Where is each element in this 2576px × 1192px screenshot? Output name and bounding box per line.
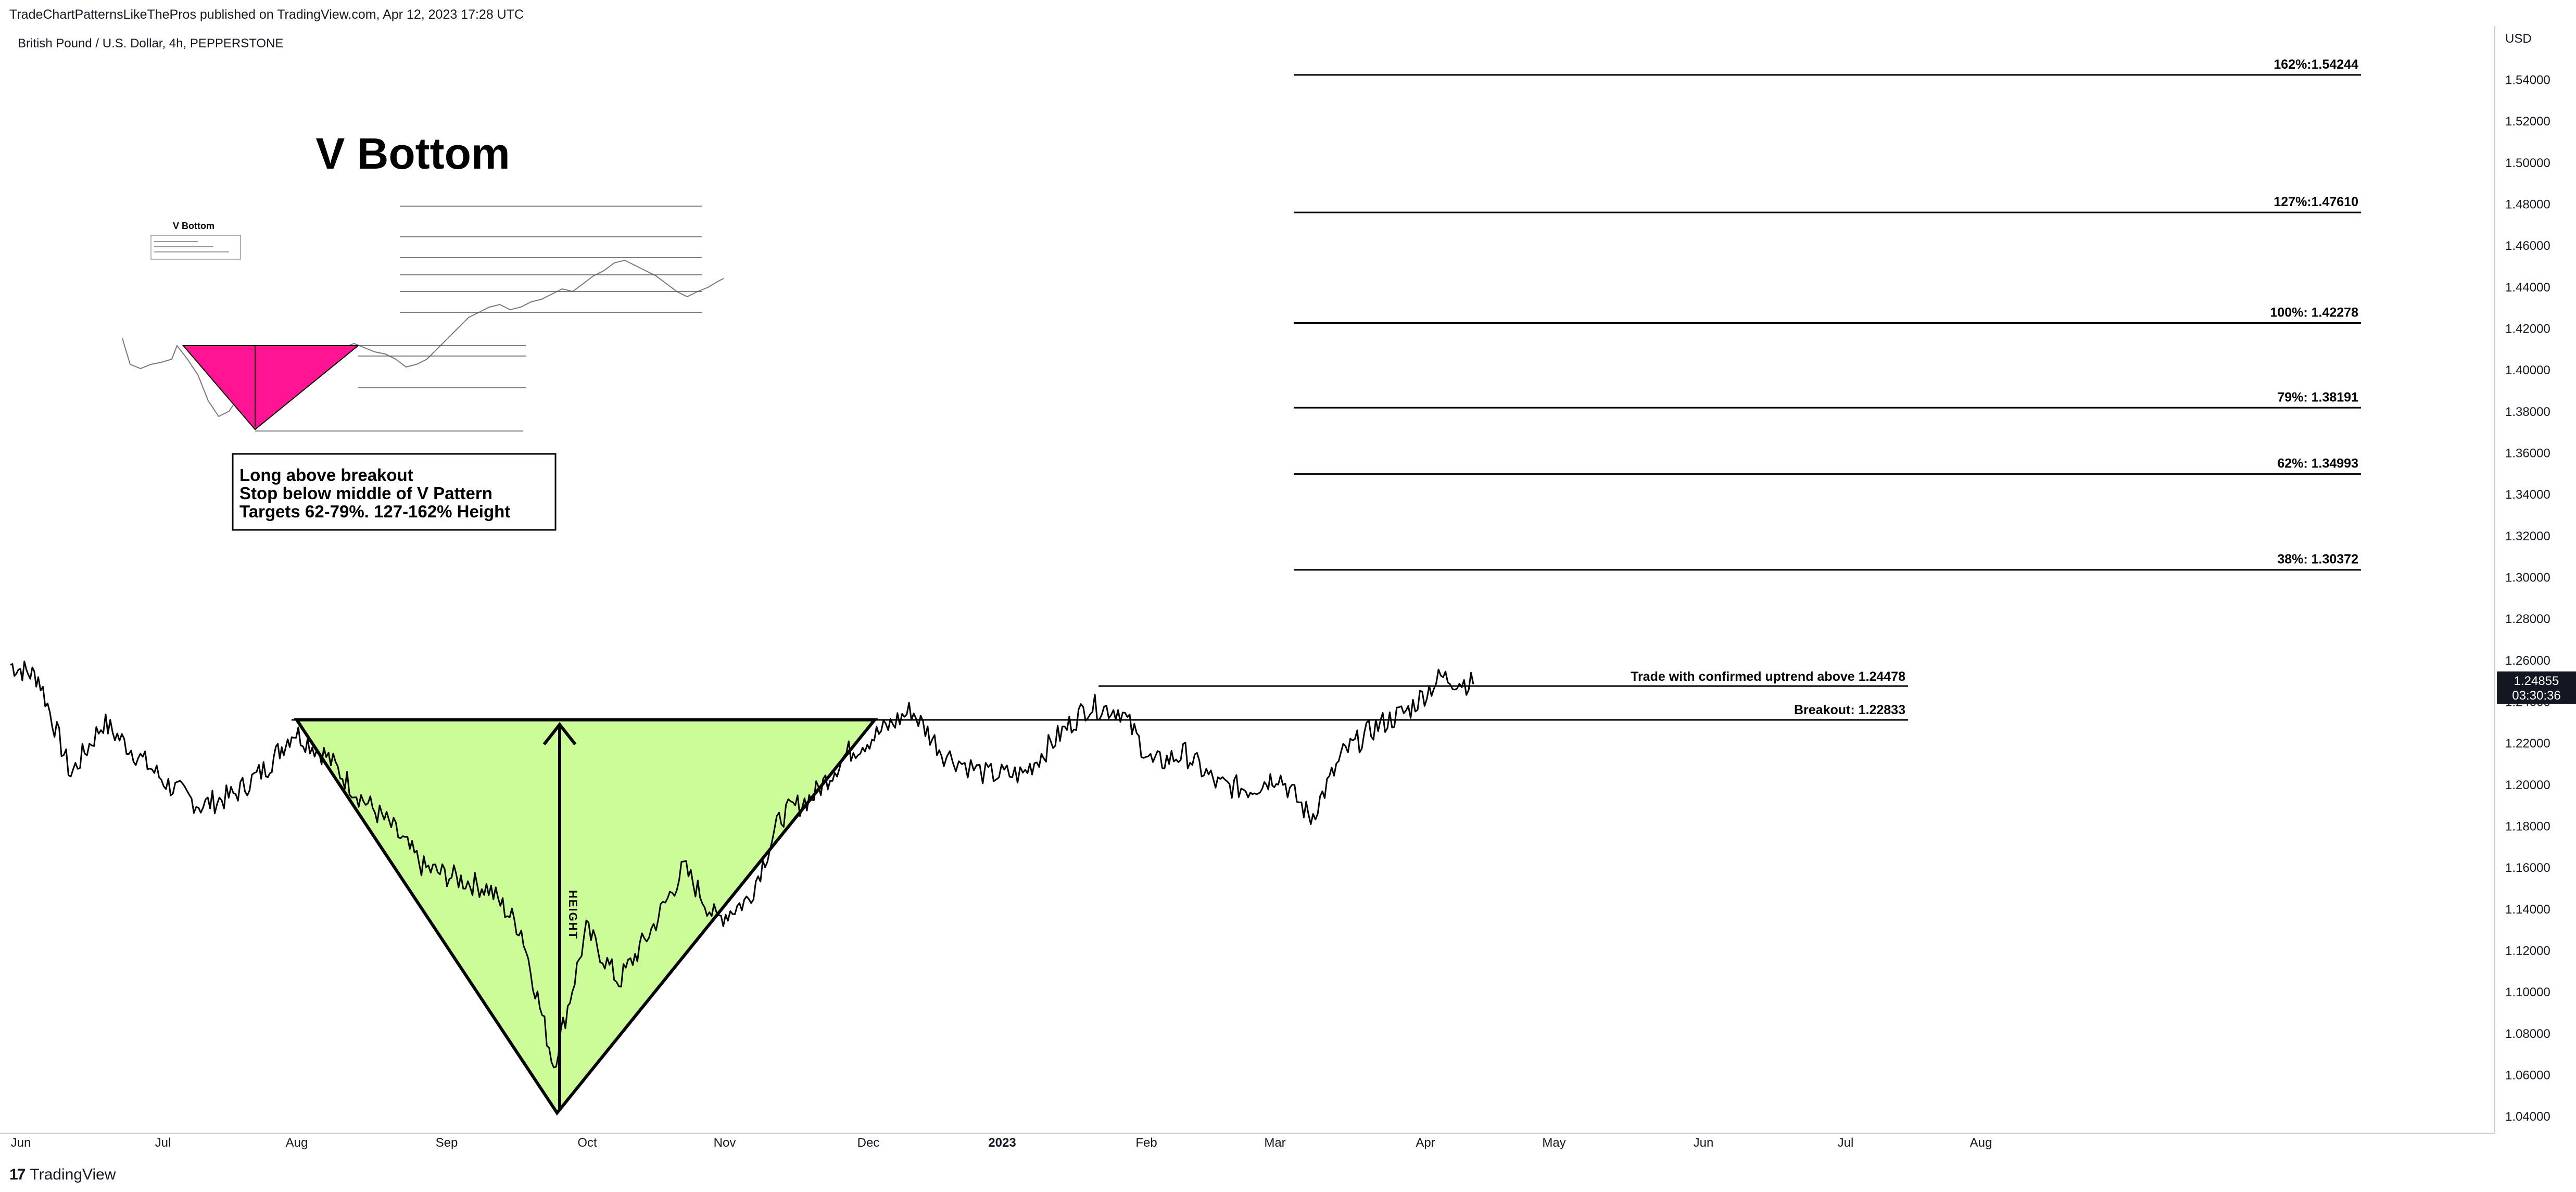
height-label: HEIGHT: [566, 890, 579, 940]
tradingview-brand: TradingView: [30, 1166, 116, 1183]
y-tick-label: 1.44000: [2505, 281, 2550, 295]
inset-price-line: [122, 259, 724, 417]
y-tick-label: 1.48000: [2505, 198, 2550, 212]
x-tick-label: Oct: [577, 1136, 597, 1150]
x-tick-label: Nov: [714, 1136, 736, 1150]
inset-title: V Bottom: [173, 221, 214, 231]
tradingview-logo-icon: 17: [9, 1166, 26, 1183]
y-tick-label: 1.46000: [2505, 239, 2550, 253]
last-price-countdown: 03:30:36: [2512, 689, 2560, 703]
x-tick-label: Jul: [1838, 1136, 1854, 1150]
time-axis[interactable]: Jun Jul Aug Sep Oct Nov Dec 2023 Feb Mar Apr May Jun…: [11, 1136, 1992, 1150]
note-line-1: Long above breakout: [239, 465, 413, 485]
height-arrowhead: [542, 722, 577, 745]
x-tick-label: Feb: [1135, 1136, 1157, 1150]
note-box: [232, 453, 557, 531]
uptrend-label: Trade with confirmed uptrend above 1.244…: [1631, 669, 1905, 684]
y-tick-label: 1.54000: [2505, 73, 2550, 87]
y-tick-label: 1.50000: [2505, 156, 2550, 170]
trade-plan-note: Long above breakout Stop below middle of…: [232, 453, 557, 531]
x-tick-label: Jul: [155, 1136, 171, 1150]
y-tick-label: 1.36000: [2505, 447, 2550, 461]
x-tick-label: Apr: [1416, 1136, 1435, 1150]
y-tick-label: 1.14000: [2505, 903, 2550, 917]
inset-triangle: [182, 345, 360, 430]
x-tick-label: Dec: [857, 1136, 880, 1150]
price-series: [10, 661, 1474, 1069]
y-tick-label: 1.22000: [2505, 737, 2550, 751]
price-line: [10, 661, 1474, 1069]
y-tick-label: 1.30000: [2505, 571, 2550, 585]
y-tick-label: 1.52000: [2505, 115, 2550, 129]
target-level-label: 62%: 1.34993: [2277, 456, 2358, 471]
y-tick-label: 1.18000: [2505, 819, 2550, 833]
x-tick-label: Jun: [1694, 1136, 1714, 1150]
y-tick-label: 1.06000: [2505, 1068, 2550, 1082]
target-level-label: 127%:1.47610: [2274, 195, 2358, 209]
v-pattern-triangle: [294, 718, 878, 1116]
x-tick-label: Mar: [1264, 1136, 1285, 1150]
last-price-value: 1.24855: [2514, 674, 2559, 688]
x-tick-label: 2023: [988, 1136, 1016, 1150]
target-level-label: 162%:1.54244: [2274, 57, 2358, 72]
x-tick-label: Jun: [11, 1136, 31, 1150]
y-tick-label: 1.40000: [2505, 363, 2550, 377]
y-tick-label: 1.32000: [2505, 529, 2550, 543]
x-tick-label: May: [1542, 1136, 1565, 1150]
note-line-2: Stop below middle of V Pattern: [239, 484, 493, 503]
symbol-title: British Pound / U.S. Dollar, 4h, PEPPERS…: [18, 36, 284, 50]
y-tick-label: 1.12000: [2505, 944, 2550, 958]
currency-label: USD: [2505, 32, 2532, 46]
target-level-label: 100%: 1.42278: [2270, 305, 2358, 320]
y-tick-label: 1.16000: [2505, 861, 2550, 875]
y-tick-label: 1.28000: [2505, 612, 2550, 626]
publish-info: TradeChartPatternsLikeThePros published …: [9, 7, 524, 22]
y-tick-label: 1.04000: [2505, 1110, 2550, 1124]
y-tick-label: 1.08000: [2505, 1027, 2550, 1041]
target-level-label: 38%: 1.30372: [2277, 552, 2358, 567]
inset-illustration: V Bottom: [122, 206, 724, 432]
chart-title: V Bottom: [315, 129, 510, 178]
price-axis[interactable]: 1.54000 1.52000 1.50000 1.48000 1.46000 1.440…: [2505, 73, 2550, 1124]
note-line-3: Targets 62-79%. 127-162% Height: [239, 502, 510, 521]
y-tick-label: 1.34000: [2505, 488, 2550, 502]
x-tick-label: Sep: [436, 1136, 458, 1150]
y-tick-label: 1.26000: [2505, 654, 2550, 668]
x-tick-label: Aug: [286, 1136, 308, 1150]
breakout-label: Breakout: 1.22833: [1794, 703, 1905, 717]
last-price-tag: 1.24855 03:30:36: [2497, 671, 2576, 704]
x-tick-label: Aug: [1970, 1136, 1992, 1150]
y-tick-label: 1.20000: [2505, 778, 2550, 792]
y-tick-label: 1.10000: [2505, 985, 2550, 999]
target-level-label: 79%: 1.38191: [2277, 390, 2358, 404]
y-tick-label: 1.38000: [2505, 405, 2550, 419]
y-tick-label: 1.42000: [2505, 322, 2550, 336]
tradingview-logo[interactable]: 17 TradingView: [9, 1166, 116, 1184]
target-levels: 162%:1.54244 127%:1.47610 100%: 1.42278 79%…: [1294, 57, 2361, 571]
